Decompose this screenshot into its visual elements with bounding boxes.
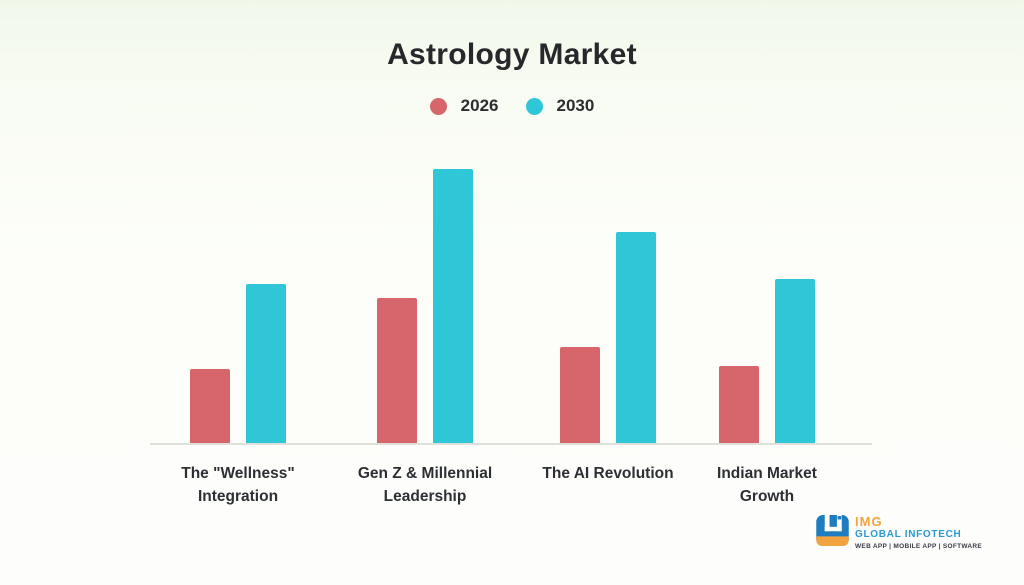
bar-2026-group-2	[377, 298, 417, 443]
legend-dot-2026	[429, 97, 447, 115]
bar-2030-group-2	[433, 169, 473, 443]
category-label-line: The "Wellness"	[181, 465, 295, 482]
category-label-line: Gen Z & Millennial	[357, 465, 493, 482]
chart-title: Astrology Market	[387, 38, 637, 71]
category-label-line: Leadership	[383, 488, 467, 505]
legend-item-2026: 2026	[429, 96, 499, 116]
legend-item-2030: 2030	[525, 96, 595, 116]
img-global-infotech-logo-icon	[816, 515, 849, 546]
x-axis-line	[150, 443, 872, 445]
logo-tagline: WEB APP | MOBILE APP | SOFTWARE	[855, 543, 983, 550]
category-label-2: Gen Z & Millennial Leadership	[328, 462, 522, 508]
category-label-line: The AI Revolution	[542, 465, 674, 482]
bar-2030-group-3	[616, 232, 656, 443]
img-global-infotech-logo: IMG GLOBAL INFOTECH WEB APP | MOBILE APP…	[816, 515, 982, 551]
bar-2030-group-1	[246, 284, 286, 443]
category-label-3: The AI Revolution	[511, 462, 705, 485]
bar-2030-group-4	[775, 279, 815, 443]
logo-text-block: IMG GLOBAL INFOTECH WEB APP | MOBILE APP…	[855, 515, 982, 551]
chart-legend: 2026 2030	[0, 96, 1024, 116]
category-label-1: The "Wellness" Integration	[141, 462, 335, 508]
category-label-4: Indian Market Growth	[670, 462, 864, 508]
bar-2026-group-4	[719, 366, 759, 443]
legend-label-2026: 2026	[460, 96, 499, 115]
legend-dot-2030	[525, 97, 543, 115]
category-label-line: Growth	[739, 488, 795, 505]
bar-2026-group-1	[190, 369, 230, 443]
legend-label-2030: 2030	[556, 96, 595, 115]
category-label-line: Integration	[197, 488, 279, 505]
logo-subtitle: GLOBAL INFOTECH	[855, 529, 962, 540]
bar-2026-group-3	[560, 347, 600, 443]
logo-name: IMG	[855, 514, 883, 529]
category-label-line: Indian Market	[717, 465, 817, 482]
